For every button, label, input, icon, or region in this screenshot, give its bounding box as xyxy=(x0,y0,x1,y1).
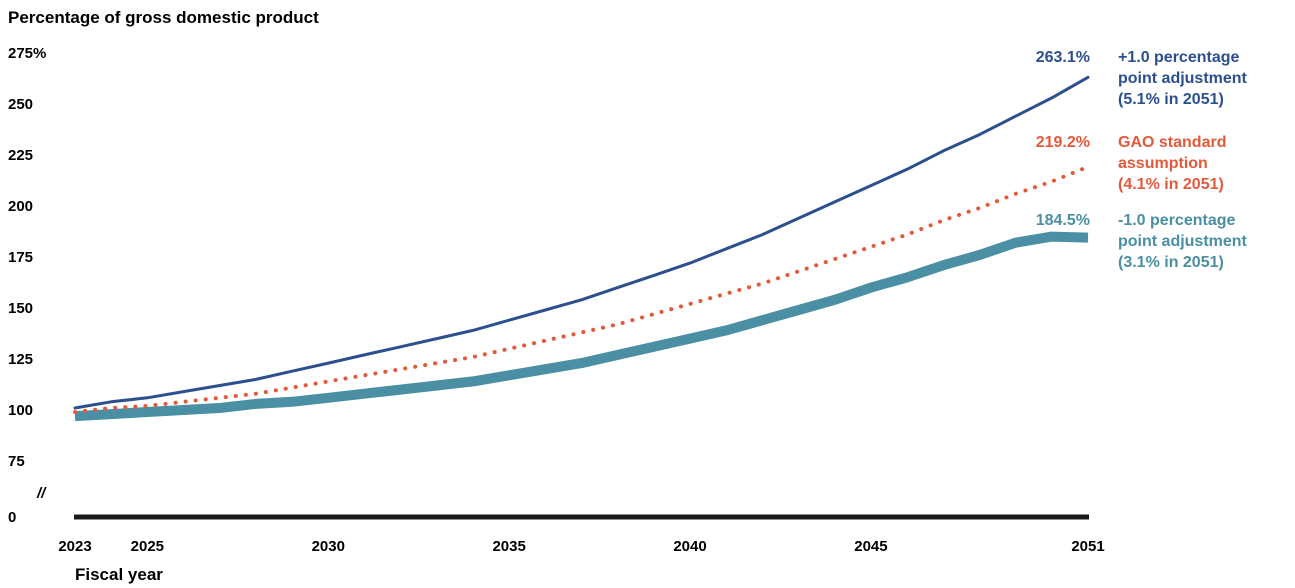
legend-label-standard: assumption xyxy=(1118,155,1208,172)
x-tick-label: 2023 xyxy=(58,538,91,555)
series-end-label-lower: 184.5% xyxy=(1036,212,1090,229)
y-tick-label: 250 xyxy=(8,96,33,113)
y-tick-label: 225 xyxy=(8,147,33,164)
legend-label-standard: GAO standard xyxy=(1118,134,1226,151)
series-end-label-standard: 219.2% xyxy=(1036,134,1090,151)
x-axis-ticks: 2023 2025 2030 2035 2040 2045 2051 xyxy=(58,538,1104,555)
series-layer xyxy=(73,75,1090,422)
y-tick-label: 125 xyxy=(8,351,33,368)
series-line-standard xyxy=(73,164,1090,414)
y-tick-label: 0 xyxy=(8,509,16,526)
legend-label-upper: +1.0 percentage xyxy=(1118,49,1240,66)
y-tick-label: 150 xyxy=(8,300,33,317)
y-tick-label: 100 xyxy=(8,402,33,419)
x-tick-label: 2045 xyxy=(854,538,887,555)
y-tick-label: 200 xyxy=(8,198,33,215)
y-tick-label: 275% xyxy=(8,45,46,62)
legend-label-upper: point adjustment xyxy=(1118,70,1248,87)
legend-label-lower: (3.1% in 2051) xyxy=(1118,254,1224,271)
x-tick-label: 2025 xyxy=(131,538,164,555)
series-end-label-upper: 263.1% xyxy=(1036,49,1090,66)
legend-label-lower: point adjustment xyxy=(1118,233,1248,250)
legend-label-upper: (5.1% in 2051) xyxy=(1118,91,1224,108)
x-tick-label: 2030 xyxy=(312,538,345,555)
x-tick-label: 2035 xyxy=(492,538,525,555)
y-axis-title: Percentage of gross domestic product xyxy=(8,8,319,27)
series-line-upper xyxy=(73,75,1090,410)
x-tick-label: 2040 xyxy=(673,538,706,555)
series-line-lower xyxy=(74,231,1089,422)
y-tick-label: 75 xyxy=(8,453,25,470)
y-tick-label: 175 xyxy=(8,249,33,266)
legend-label-standard: (4.1% in 2051) xyxy=(1118,176,1224,193)
y-axis-break-symbol: // xyxy=(36,485,47,502)
y-axis-ticks: 275% 250 225 200 175 150 125 100 75 0 xyxy=(8,45,46,526)
x-tick-label: 2051 xyxy=(1071,538,1104,555)
x-axis-title: Fiscal year xyxy=(75,565,163,584)
series-labels-layer: 263.1% +1.0 percentage point adjustment (5.… xyxy=(1036,49,1248,271)
legend-label-lower: -1.0 percentage xyxy=(1118,212,1235,229)
